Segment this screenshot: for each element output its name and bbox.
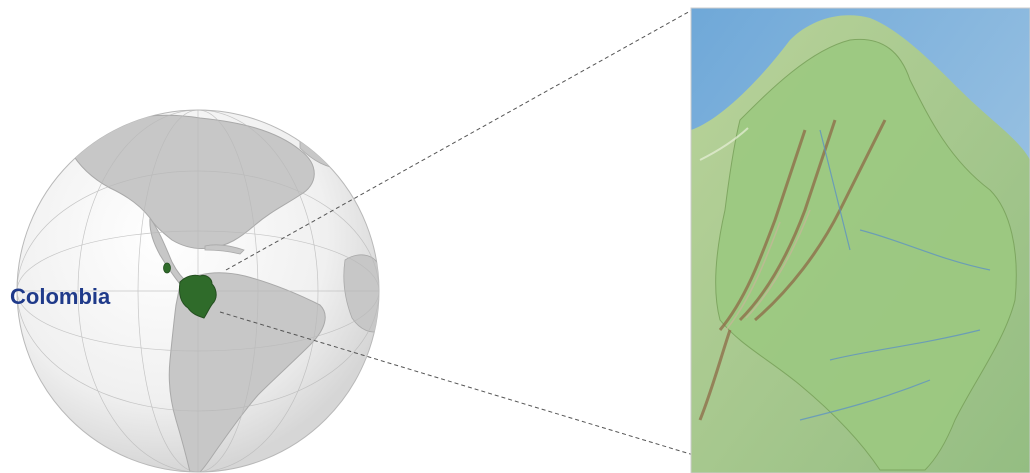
leader-line-top (225, 9, 693, 271)
highlighted-island (163, 262, 171, 274)
country-label: Colombia (10, 284, 111, 309)
rivers (799, 129, 991, 421)
relief-map-inset (691, 8, 1030, 473)
highlighted-country (179, 274, 217, 319)
inset-country (715, 38, 1017, 471)
leader-lines (219, 9, 731, 467)
leader-line-bottom (219, 311, 731, 467)
inset-border (690, 7, 1030, 473)
